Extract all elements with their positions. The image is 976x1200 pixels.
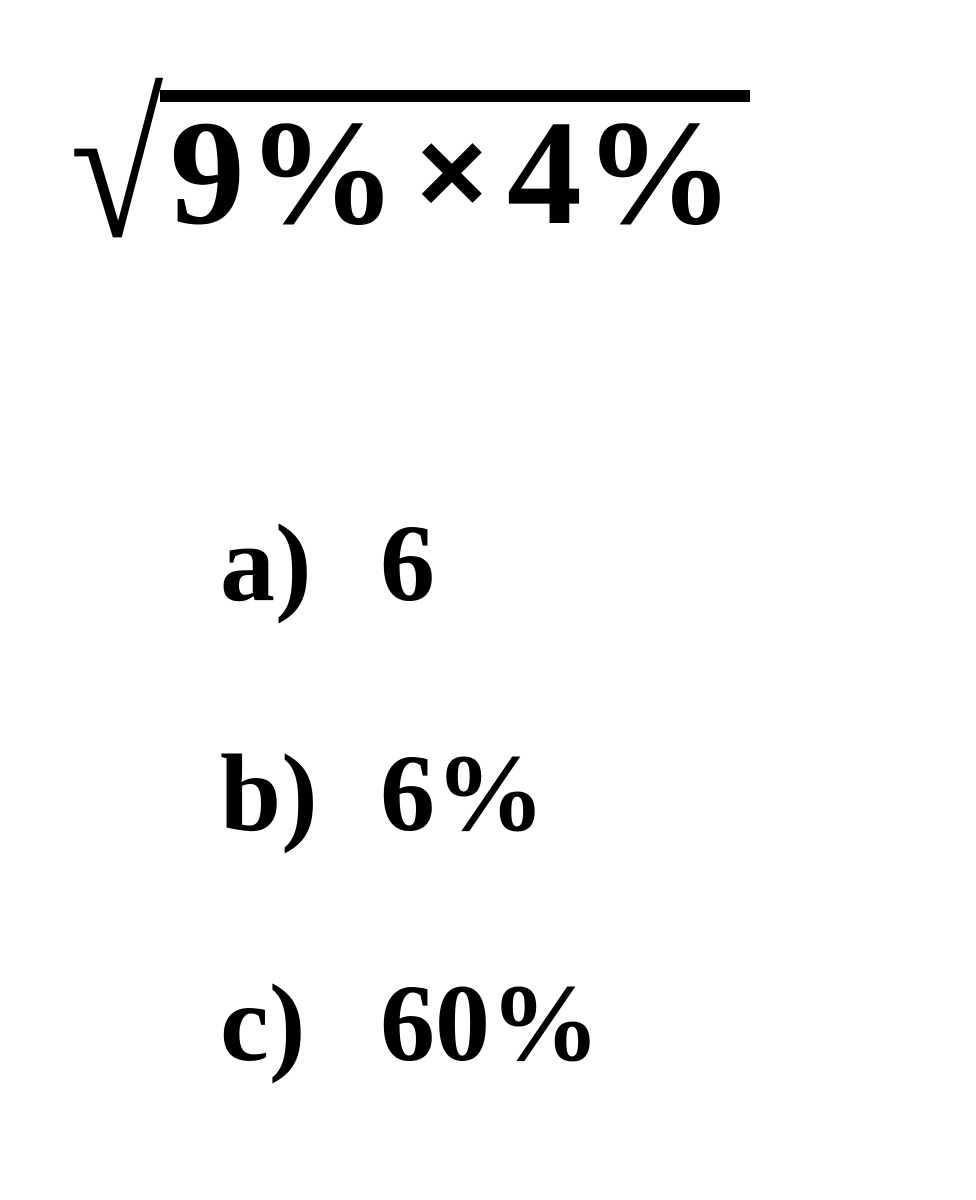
expression: √ 9%×4% [70, 90, 916, 248]
option-b: b) 6% [220, 738, 916, 848]
option-value: 6 [380, 508, 435, 618]
page: √ 9%×4% a) 6 b) 6% c) 60% [0, 0, 976, 1200]
option-label: a) [220, 508, 380, 618]
radical-sign-icon: √ [70, 92, 155, 248]
radicand-left: 9% [170, 90, 399, 256]
multiply-icon: × [399, 105, 507, 239]
vinculum [160, 90, 750, 102]
option-label: c) [220, 968, 380, 1078]
square-root: √ 9%×4% [70, 90, 742, 248]
radicand: 9%×4% [166, 98, 742, 248]
option-a: a) 6 [220, 508, 916, 618]
radicand-right: 4% [507, 90, 736, 256]
answer-options: a) 6 b) 6% c) 60% [220, 508, 916, 1078]
option-value: 6% [380, 738, 545, 848]
option-label: b) [220, 738, 380, 848]
option-c: c) 60% [220, 968, 916, 1078]
option-value: 60% [380, 968, 600, 1078]
radicand-wrapper: 9%×4% [166, 90, 742, 248]
